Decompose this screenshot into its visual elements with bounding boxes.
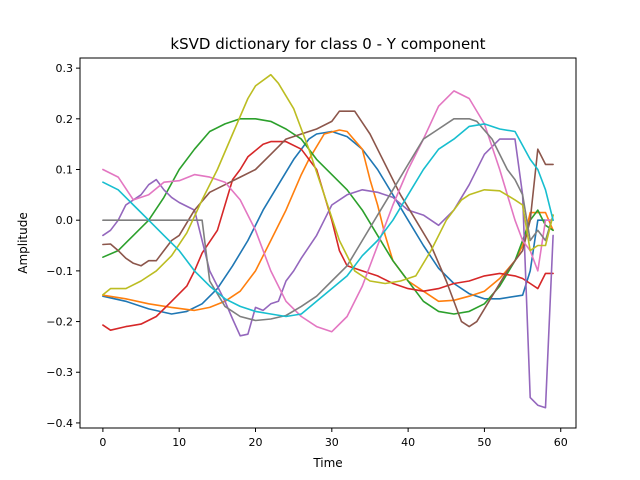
plot-frame: [79, 57, 577, 429]
y-tick-label-5: 0.1: [56, 164, 74, 177]
series-line-7: [102, 90, 554, 333]
y-tick-label-0: −0.4: [46, 417, 73, 430]
x-tick-label-2: 20: [249, 436, 263, 449]
x-axis-label: Time: [312, 456, 342, 470]
y-axis-label: Amplitude: [16, 212, 30, 274]
plot-series: [102, 73, 554, 409]
x-tick-label-6: 60: [554, 436, 568, 449]
series-line-8: [102, 118, 554, 322]
x-tick-label-5: 50: [477, 436, 491, 449]
y-tick-label-1: −0.3: [46, 366, 73, 379]
x-axis: 0 10 20 30 40 50 60: [99, 428, 568, 449]
y-tick-label-4: 0.0: [56, 214, 74, 227]
y-tick-label-6: 0.2: [56, 113, 74, 126]
series-line-5: [102, 138, 554, 409]
x-tick-label-1: 10: [172, 436, 186, 449]
y-tick-label-7: 0.3: [56, 62, 74, 75]
y-axis: −0.4 −0.3 −0.2 −0.1 0.0 0.1 0.2 0.3: [46, 62, 80, 430]
series-line-3: [102, 118, 554, 315]
series-line-2: [102, 129, 554, 312]
series-line-9: [102, 73, 554, 296]
series-line-10: [102, 123, 554, 318]
series-line-6: [102, 110, 554, 328]
y-tick-label-2: −0.2: [46, 316, 73, 329]
chart-title: kSVD dictionary for class 0 - Y componen…: [170, 35, 485, 53]
series-line-1: [102, 130, 554, 315]
x-tick-label-0: 0: [99, 436, 106, 449]
y-tick-label-3: −0.1: [46, 265, 73, 278]
x-tick-label-4: 40: [401, 436, 415, 449]
x-tick-label-3: 30: [325, 436, 339, 449]
